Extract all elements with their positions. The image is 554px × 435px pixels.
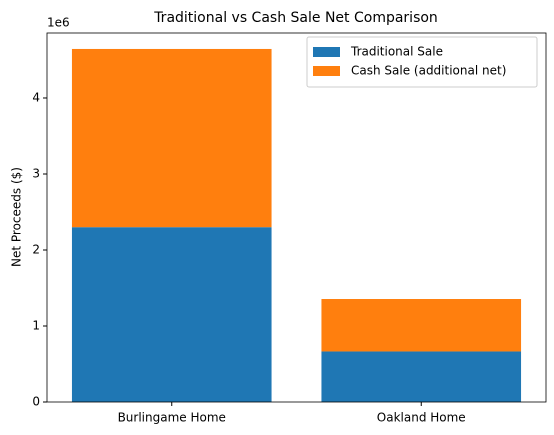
x-tick-label: Burlingame Home [118,411,226,425]
y-axis-label: Net Proceeds ($) [10,167,24,267]
legend-box [306,36,538,88]
bar-segment [71,48,272,228]
legend-swatch [313,47,340,57]
y-tick-label: 2 [32,242,40,256]
bar-segment [71,227,272,402]
legend-swatch [313,66,340,76]
x-tick-label: Oakland Home [377,411,466,425]
y-tick-label: 1 [32,318,40,332]
bar-segment [321,351,522,402]
y-tick-label: 3 [32,166,40,180]
chart-title: Traditional vs Cash Sale Net Comparison [153,10,438,26]
y-tick-label: 0 [32,395,40,409]
bar-segment [321,299,522,352]
axes-frame [46,32,547,403]
y-offset-label: 1e6 [47,16,70,30]
y-tick-label: 4 [32,90,40,104]
legend-label: Traditional Sale [350,45,443,59]
legend-label: Cash Sale (additional net) [351,64,506,78]
